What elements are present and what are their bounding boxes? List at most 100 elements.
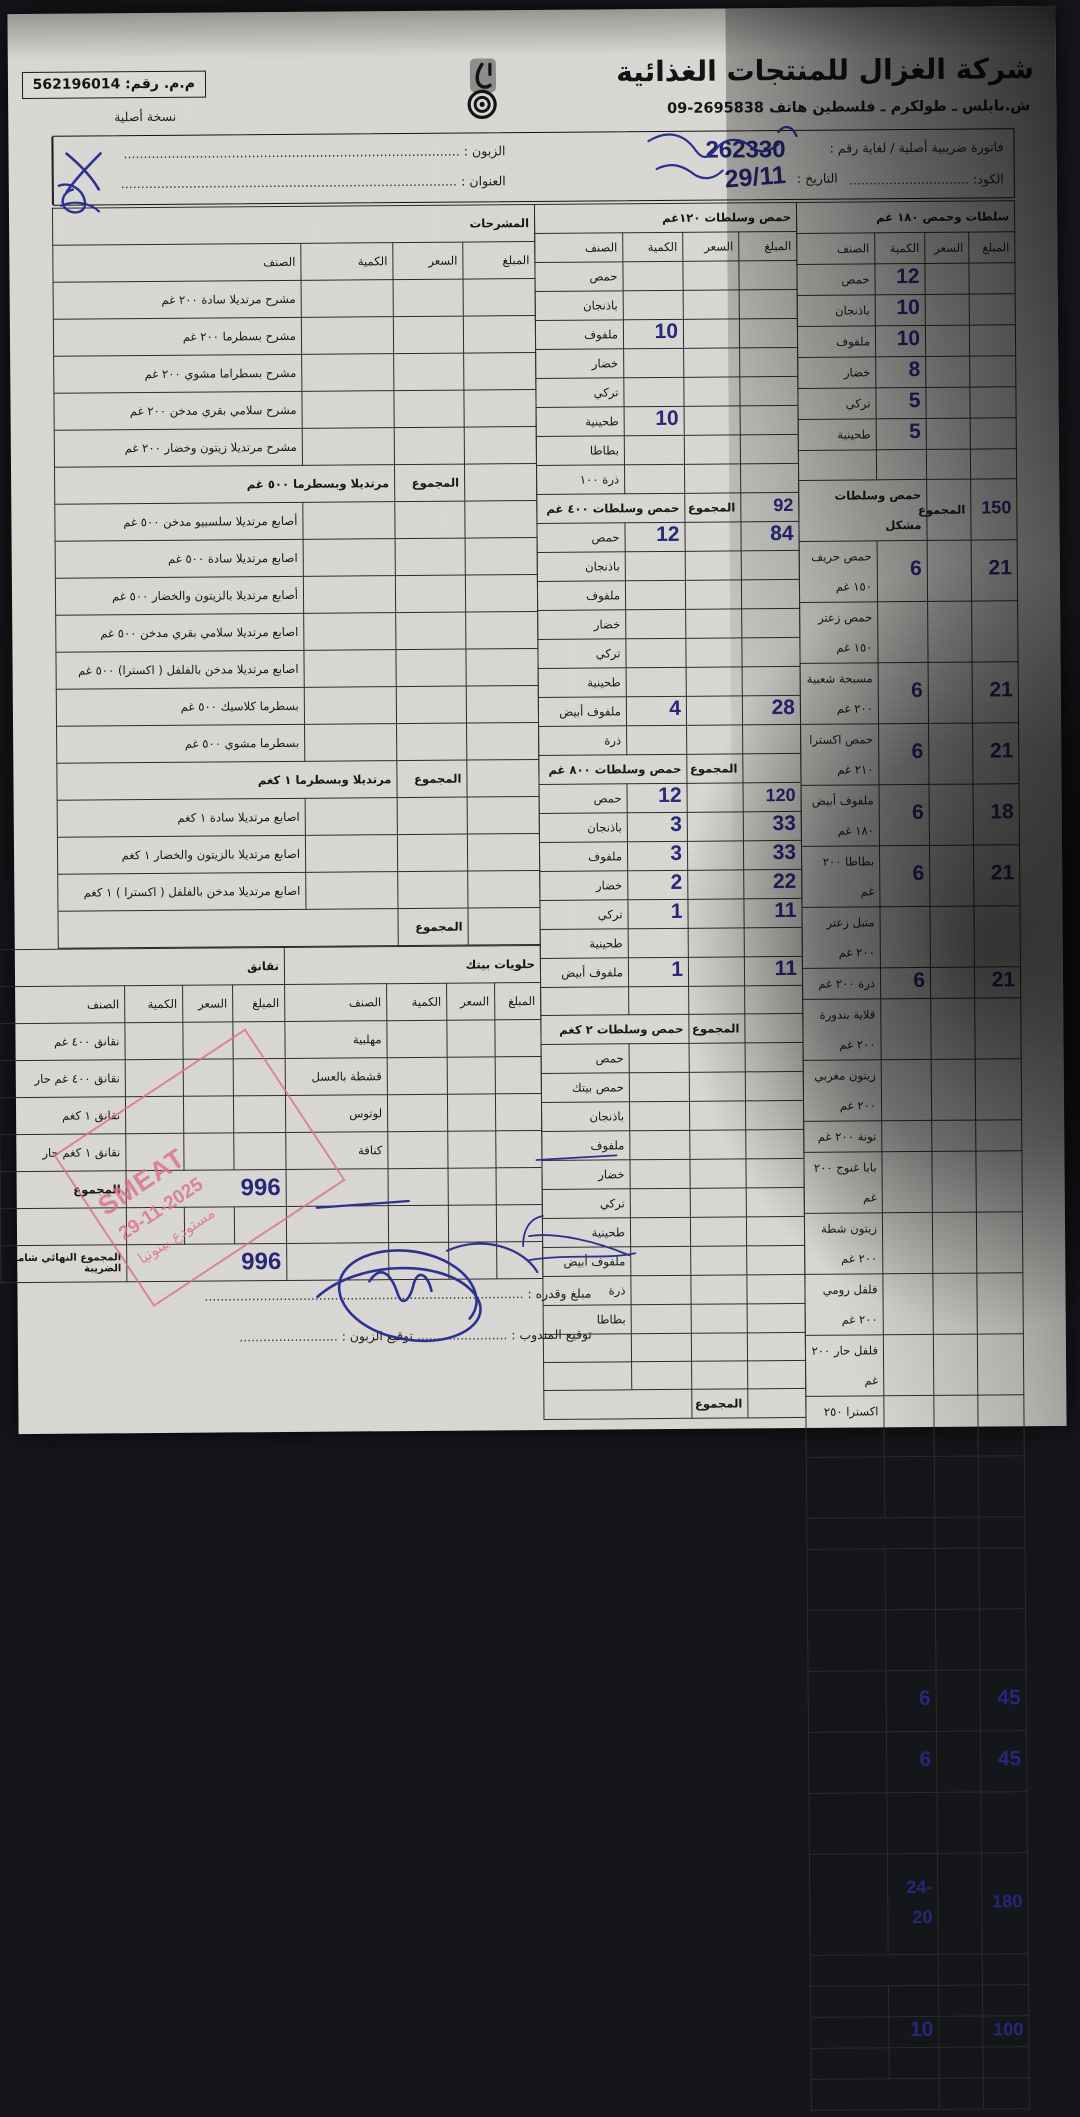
invoice-type-label: فاتورة ضريبية أصلية / لغاية رقم :	[830, 139, 1005, 156]
table-row[interactable]: حمص	[535, 260, 799, 292]
table-row[interactable]: خضار	[536, 347, 799, 379]
table-row[interactable]: زيتون مغربي ٢٠٠ غم	[804, 1058, 1023, 1122]
handwritten-value: 4	[670, 696, 683, 720]
table-row[interactable]: 5 تركي	[798, 386, 1018, 420]
table-row[interactable]: اصابع مرتديلا مدخن بالفلفل ( اكسترا) ٥٠٠…	[56, 648, 540, 690]
table-row[interactable]: متبل زعتر ٢٠٠ غم	[802, 905, 1022, 969]
table-row[interactable]: باذنجان	[542, 1100, 805, 1132]
table-row[interactable]: تركي	[538, 637, 802, 669]
table-row[interactable]: 11 1 تركي	[540, 898, 804, 930]
table-row[interactable]: 10 طحينية	[537, 405, 800, 437]
table-row[interactable]: خضار	[542, 1158, 806, 1190]
table-row[interactable]: أصابع مرتديلا سلسبيو مدخن ٥٠٠ غم	[55, 500, 539, 542]
table-row[interactable]: بسطرما كلاسيك ٥٠٠ غم	[57, 685, 540, 727]
table-row[interactable]: ملفوف أبيض	[543, 1245, 806, 1277]
table-row[interactable]: بطاطا	[537, 434, 800, 466]
table-row[interactable]: ذرة ١٠٠	[537, 463, 800, 495]
colMid-table: حمص وسلطات ١٢٠غم المبلغ السعر الكمية الصنف حم…	[535, 202, 808, 1420]
table-row[interactable]: 180 24-20 جاط بيتك ٩٠٠ غم	[810, 1852, 1030, 1956]
table-row[interactable]: باذنجان	[536, 289, 799, 321]
sausage-total-row: 996 المجموع	[0, 1167, 544, 1209]
table-row[interactable]: 21 6 حمص حريف ١٥٠ غم	[800, 539, 1019, 603]
table-row[interactable]: اصابع مرتديلا سلامي بقري مدخن ٥٠٠ غم	[56, 611, 539, 653]
final-total-band: المجموع	[544, 1388, 807, 1420]
handwritten-value: 11	[775, 956, 799, 981]
table-row[interactable]	[799, 448, 1018, 481]
table-row[interactable]: مشرح بسطراما مشوي ٢٠٠ غم	[54, 352, 537, 394]
table-row[interactable]: فلفل رومي ٢٠٠ غم	[805, 1272, 1025, 1336]
table-row[interactable]: 10 باذنجان	[798, 293, 1017, 327]
table-row[interactable]: زيتون شطة ٢٠٠ غم	[805, 1211, 1024, 1275]
table-row[interactable]: 33 3 ملفوف	[540, 840, 803, 872]
amount-words-dots: ........................................…	[205, 1286, 525, 1304]
table-row[interactable]: مشرح مرتديلا زيتون وخضار ٢٠٠ غم	[55, 426, 538, 468]
table-row[interactable]: ملفوف	[538, 579, 801, 611]
table-row[interactable]: اصابع مرتديلا مدخن بالفلفل ( اكسترا ) ١ …	[58, 870, 541, 912]
table-row[interactable]: 120 12 حمص	[539, 782, 803, 814]
table-row[interactable]: حمص جاط ١ كغم	[808, 1547, 1027, 1611]
invoice-body: سلطات وحمص ١٨٠ غم المبلغ السعر الكمية الصنف 1…	[0, 200, 1031, 2111]
table-row[interactable]: 21 6 حمص اكسترا ٢١٠ غم	[801, 722, 1021, 786]
table-row[interactable]: 21 6 ذرة ٢٠٠ غم	[803, 966, 1022, 1000]
table-row[interactable]: حمص	[542, 1042, 805, 1074]
section-band: المجموع مرتديلا وبسطرما ٥٠٠ غم	[55, 463, 538, 505]
table-row[interactable]: 45 6 اكسترا ٥٠٠ غم	[809, 1730, 1028, 1794]
table-row[interactable]: طحينية	[541, 927, 804, 959]
amount-in-words-row: مبلغ وقدره : ...........................…	[62, 1286, 592, 1305]
table-row[interactable]: 8 خضار	[798, 355, 1017, 389]
table-row[interactable]: 10 ملفوف	[536, 318, 799, 350]
table-row[interactable]: باذنجان	[538, 550, 801, 582]
table-row[interactable]: بسطرما مشوي ٥٠٠ غم	[57, 722, 540, 764]
table-row[interactable]: 33 3 باذنجان	[540, 811, 803, 843]
table-row[interactable]: 10 ملفوف	[798, 324, 1017, 358]
table-row[interactable]: ذرة	[539, 724, 802, 756]
table-row[interactable]: اصابع مرتديلا سادة ٥٠٠ غم	[56, 537, 539, 579]
table-row[interactable]: قشطة بالعسل نقانق ٤٠٠ غم حار	[0, 1056, 543, 1098]
table-row[interactable]	[541, 985, 804, 1016]
table-row[interactable]: فلفل حار ٢٠٠ غم	[806, 1333, 1025, 1397]
table-row[interactable]: 21 6 بطاطا ٢٠٠ غم	[802, 844, 1021, 908]
table-row[interactable]: اكسترا ٢٥٠ غم	[806, 1394, 1026, 1458]
table-row[interactable]: 5 طحينية	[799, 417, 1018, 451]
table-row[interactable]: مشرح سلامي بقري مدخن ٢٠٠ غم	[54, 389, 538, 431]
table-row[interactable]: 84 12 حمص	[537, 521, 801, 553]
table-row[interactable]: 21 6 مسبحة شعبية ٢٠٠ غم	[801, 661, 1020, 725]
table-row[interactable]: تركي	[536, 376, 800, 408]
table-row[interactable]: 18 6 ملفوف أبيض ١٨٠ غم	[802, 783, 1021, 847]
table-row[interactable]: 22 2 خضار	[540, 869, 803, 901]
table-row[interactable]: بطاطا ٥٠٠ غم	[809, 1791, 1029, 1855]
table-row[interactable]: اصابع مرتديلا سادة ١ كغم	[58, 796, 541, 838]
handwritten-value: 33	[773, 811, 797, 836]
invoice-header: شركة الغزال للمنتجات الغذائية ش.نابلس ـ …	[8, 6, 1057, 138]
handwritten-value: 10	[910, 2017, 935, 2042]
invoice-number-value: 262330	[706, 136, 787, 164]
table-row[interactable]: 28 4 ملفوف أبيض	[539, 695, 802, 727]
table-row[interactable]: طحينية	[539, 666, 802, 698]
table-row[interactable]: شطة ٢٠ لتر	[811, 2046, 1031, 2080]
table-row[interactable]: 45 6 شامية ٥٠٠ غم	[808, 1669, 1028, 1733]
section-band: المجموع مرتديلا وبسطرما ١ كغم	[57, 759, 541, 801]
table-row[interactable]: خضار	[538, 608, 801, 640]
table-row[interactable]: مهلبية نقانق ٤٠٠ غم	[0, 1019, 543, 1061]
table-row[interactable]: اكسترا جاط ١ كغم	[808, 1608, 1027, 1672]
table-row[interactable]: حمص زعتر ١٥٠ غم	[800, 600, 1020, 664]
table-row[interactable]: اصابع مرتديلا بالزيتون والخضار ١ كغم	[58, 833, 541, 875]
table-row[interactable]: قلاية بندورة ٢٠٠ غم	[803, 997, 1023, 1061]
table-row[interactable]: مشرح مرتديلا سادة ٢٠٠ غم	[54, 278, 537, 320]
table-row[interactable]: أصابع مرتديلا بالزيتون والخضار ٥٠٠ غم	[56, 574, 539, 616]
table-row[interactable]: شطة ٢٥٠ مل	[811, 1984, 1030, 2018]
table-row[interactable]: مسبحة بلدي ٢٥٠ غم	[807, 1455, 1026, 1519]
table-row[interactable]: بابا غنوج ٢٠٠ غم	[804, 1150, 1024, 1214]
table-row[interactable]: مشرح بسطرما ٢٠٠ غم	[54, 315, 537, 357]
table-row[interactable]: حمص بيتك	[542, 1071, 805, 1103]
code-dots: ..............................	[849, 171, 971, 188]
table-row[interactable]: 12 حمص	[797, 262, 1017, 296]
table-row[interactable]: ملفوف	[542, 1129, 805, 1161]
table-row[interactable]: طحينية	[543, 1216, 806, 1248]
table-row[interactable]: كنافة نقانق ١ كغم حار	[0, 1130, 544, 1172]
table-row[interactable]: تونة ٢٠٠ غم	[804, 1119, 1023, 1153]
table-row[interactable]: 100 10 شطة ١ لتر	[811, 2015, 1030, 2049]
table-row[interactable]: لوتوس نقانق ١ كغم	[0, 1093, 543, 1135]
table-row[interactable]: 11 1 ملفوف أبيض	[541, 956, 804, 988]
table-row[interactable]: تركي	[543, 1187, 806, 1219]
